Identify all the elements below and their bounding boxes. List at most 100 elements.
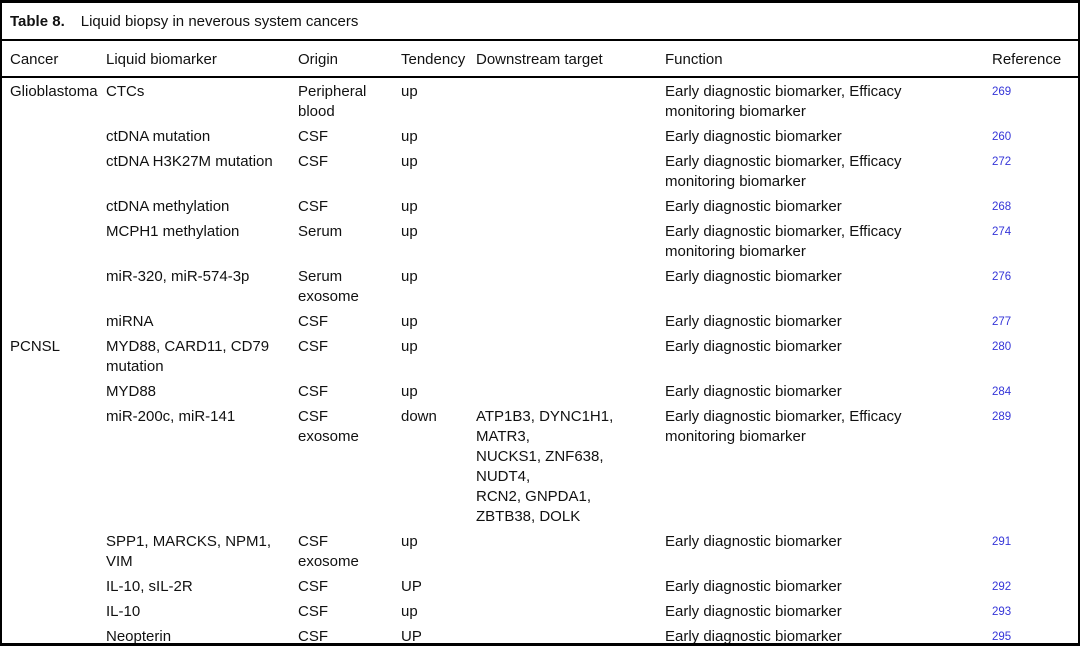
cell-origin: CSF <box>298 313 328 330</box>
cell-ref: 291 <box>992 528 1078 573</box>
cell-origin: CSF <box>298 603 328 620</box>
cell-origin: CSF <box>298 578 328 595</box>
cell-func: Early diagnostic biomarker <box>665 198 842 215</box>
table-row: Neopterin CSF UP Early diagnostic biomarker… <box>2 623 1078 645</box>
cell-biomarker: MCPH1 methylation <box>106 223 240 240</box>
table-label: Table 8. <box>10 13 65 30</box>
cell-biomarker: SPP1, MARCKS, NPM1, VIM <box>106 533 272 570</box>
reference-link[interactable]: 272 <box>992 156 1012 168</box>
reference-link[interactable]: 260 <box>992 131 1012 143</box>
cell-func: Early diagnostic biomarker, Efficacy mon… <box>665 223 902 260</box>
cell-tendency: UP <box>401 578 422 595</box>
reference-link[interactable]: 268 <box>992 201 1012 213</box>
cell-target <box>476 308 665 333</box>
cell-target <box>476 598 665 623</box>
table-row: miRNA CSF up Early diagnostic biomarker 277 <box>2 308 1078 333</box>
cell-biomarker: IL-10, sIL-2R <box>106 578 193 595</box>
cell-biomarker: ctDNA mutation <box>106 128 211 145</box>
cell-cancer <box>2 218 106 263</box>
cell-target <box>476 333 665 378</box>
cell-cancer <box>2 573 106 598</box>
column-header-origin: Origin <box>298 41 401 78</box>
reference-link[interactable]: 277 <box>992 316 1012 328</box>
cell-tendency: UP <box>401 628 422 645</box>
cell-func: Early diagnostic biomarker <box>665 338 842 355</box>
table-row: ctDNA H3K27M mutation CSF up Early diagnost… <box>2 148 1078 193</box>
cell-func: Early diagnostic biomarker, Efficacy mon… <box>665 153 902 190</box>
reference-link[interactable]: 269 <box>992 86 1012 98</box>
cell-origin: CSF <box>298 128 328 145</box>
table-row: miR-320, miR-574-3p Serum exosome up Early … <box>2 263 1078 308</box>
cell-tendency: up <box>401 533 418 550</box>
column-header-downstream-target: Downstream target <box>476 41 665 78</box>
reference-link[interactable]: 289 <box>992 411 1012 423</box>
reference-link[interactable]: 291 <box>992 536 1012 548</box>
cell-ref: 277 <box>992 308 1078 333</box>
cell-cancer: PCNSL <box>10 338 61 355</box>
table-row: SPP1, MARCKS, NPM1, VIM CSF exosome up Earl… <box>2 528 1078 573</box>
table-row: miR-200c, miR-141 CSF exosome down ATP1B3, … <box>2 403 1078 528</box>
table-row: MYD88 CSF up Early diagnostic biomarker 284 <box>2 378 1078 403</box>
cell-origin: CSF <box>298 383 328 400</box>
column-header-function: Function <box>665 41 992 78</box>
cell-origin: CSF <box>298 338 328 355</box>
cell-func: Early diagnostic biomarker, Efficacy mon… <box>665 83 902 120</box>
table-header: Cancer Liquid biomarker Origin Tendency … <box>2 41 1078 78</box>
cell-cancer <box>2 148 106 193</box>
reference-link[interactable]: 274 <box>992 226 1012 238</box>
table-caption: Table 8. Liquid biopsy in neverous system… <box>2 3 1078 41</box>
cell-target <box>476 148 665 193</box>
cell-target <box>476 77 665 123</box>
reference-link[interactable]: 295 <box>992 631 1012 643</box>
cell-tendency: up <box>401 313 418 330</box>
cell-cancer: Glioblastoma <box>10 83 98 100</box>
cell-tendency: down <box>401 408 437 425</box>
cell-target: ATP1B3, DYNC1H1, MATR3, NUCKS1, ZNF638, … <box>476 408 614 525</box>
reference-link[interactable]: 280 <box>992 341 1012 353</box>
header-row: Cancer Liquid biomarker Origin Tendency … <box>2 41 1078 78</box>
cell-tendency: up <box>401 198 418 215</box>
cell-biomarker: ctDNA H3K27M mutation <box>106 153 273 170</box>
cell-biomarker: miRNA <box>106 313 154 330</box>
reference-link[interactable]: 284 <box>992 386 1012 398</box>
cell-func: Early diagnostic biomarker <box>665 128 842 145</box>
cell-target <box>476 623 665 643</box>
cell-cancer <box>2 123 106 148</box>
cell-origin: Peripheral blood <box>298 83 367 120</box>
table-row: ctDNA methylation CSF up Early diagnostic b… <box>2 193 1078 218</box>
table-title: Liquid biopsy in neverous system cancers <box>80 13 359 30</box>
cell-target <box>476 123 665 148</box>
cell-func: Early diagnostic biomarker <box>665 603 842 620</box>
cell-origin: Serum exosome <box>298 268 359 305</box>
cell-ref: 276 <box>992 263 1078 308</box>
reference-link[interactable]: 276 <box>992 271 1012 283</box>
cell-func: Early diagnostic biomarker <box>665 628 842 645</box>
reference-link[interactable]: 292 <box>992 581 1012 593</box>
reference-link[interactable]: 293 <box>992 606 1012 618</box>
cell-origin: CSF <box>298 628 328 645</box>
column-header-tendency: Tendency <box>401 41 476 78</box>
cell-biomarker: MYD88, CARD11, CD79 mutation <box>106 338 270 375</box>
cell-cancer <box>2 528 106 573</box>
table-row: IL-10, sIL-2R CSF UP Early diagnostic bioma… <box>2 573 1078 598</box>
cell-func: Early diagnostic biomarker <box>665 578 842 595</box>
cell-biomarker: miR-320, miR-574-3p <box>106 268 250 285</box>
cell-cancer <box>2 598 106 623</box>
cell-ref: 274 <box>992 218 1078 263</box>
biomarker-table: Cancer Liquid biomarker Origin Tendency … <box>2 41 1078 645</box>
cell-func: Early diagnostic biomarker <box>665 533 842 550</box>
cell-tendency: up <box>401 153 418 170</box>
cell-tendency: up <box>401 128 418 145</box>
cell-cancer <box>2 403 106 528</box>
cell-ref: 289 <box>992 403 1078 528</box>
cell-target <box>476 573 665 598</box>
table-row: MCPH1 methylation Serum up Early diagnostic… <box>2 218 1078 263</box>
cell-origin: CSF exosome <box>298 533 359 570</box>
column-header-liquid-biomarker: Liquid biomarker <box>106 41 298 78</box>
cell-ref: 284 <box>992 378 1078 403</box>
cell-target <box>476 218 665 263</box>
cell-cancer <box>2 263 106 308</box>
cell-target <box>476 528 665 573</box>
table-row: ctDNA mutation CSF up Early diagnostic biom… <box>2 123 1078 148</box>
